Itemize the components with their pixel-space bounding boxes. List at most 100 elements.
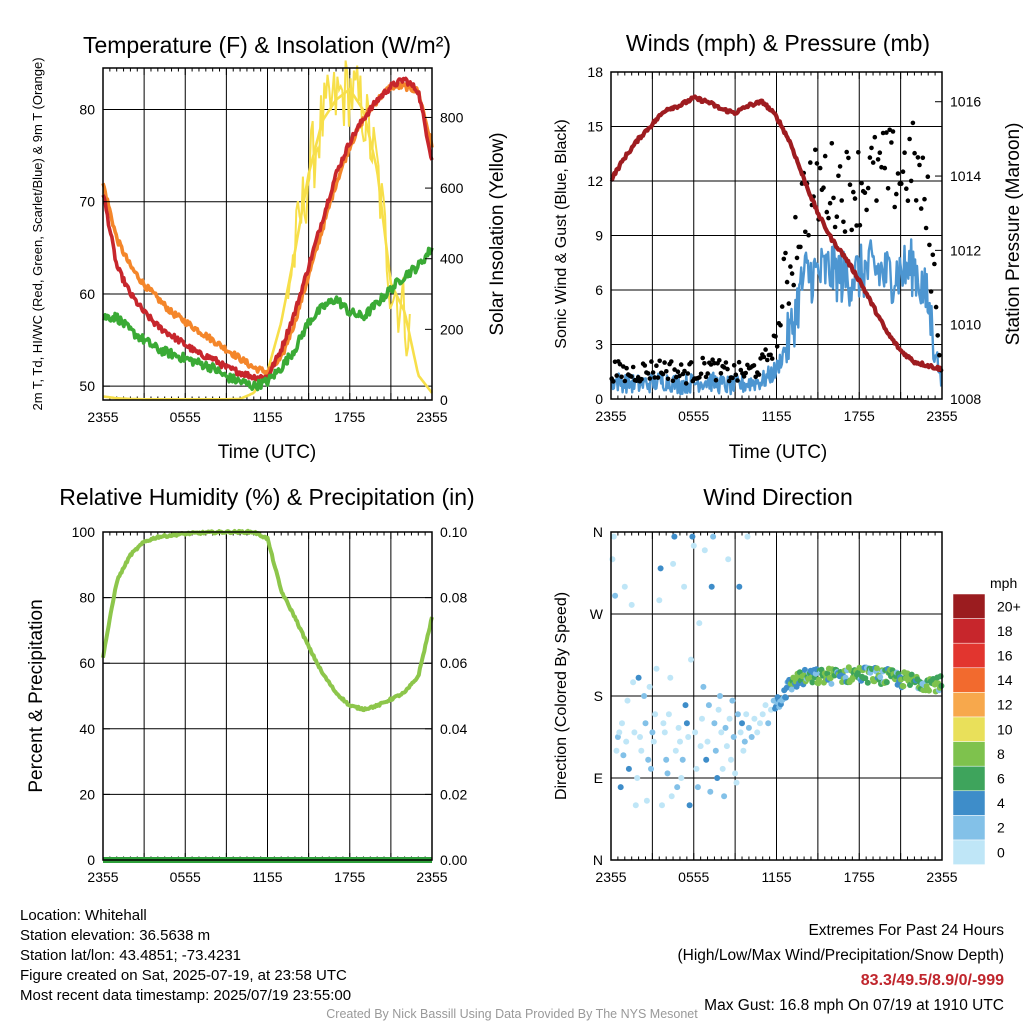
gust-point [864,207,869,213]
direction-point [613,747,620,754]
gust-point [784,279,790,285]
gust-point [773,334,778,339]
gust-point [912,150,917,156]
gust-point [723,360,729,365]
gust-point [900,169,906,174]
direction-points [609,533,945,809]
sonic-wind-line [609,238,943,396]
gust-point [849,227,854,233]
direction-point [873,665,880,672]
gust-point [672,367,677,372]
gust-point [781,256,787,262]
gust-point [639,376,644,382]
solar-insolation-variability [287,60,411,357]
colorbar-swatch [952,839,986,865]
temperature-y-axis-label: 2m T, Td, HI/WC (Red, Green, Scarlet/Blu… [30,57,45,410]
max-gust: Max Gust: 16.8 mph On 07/19 at 1910 UTC [704,997,1004,1014]
direction-point [694,784,701,791]
direction-point [692,729,699,736]
gust-point [905,198,911,203]
pressure-y-tick-label: 1012 [950,242,981,258]
gust-point [844,149,849,155]
direction-point [704,738,711,745]
direction-point [688,656,694,663]
gust-point [846,155,851,161]
dewpoint-line [102,246,434,392]
direction-point [718,729,725,736]
direction-point [635,674,642,681]
direction-point [862,675,869,682]
gust-point [756,372,762,377]
gust-point [817,165,823,171]
gust-point [907,136,912,142]
gust-point [736,359,742,365]
direction-point [721,793,728,800]
gust-point [892,204,897,210]
direction-point [788,686,795,693]
direction-point [634,775,641,781]
direction-point [617,784,624,791]
direction-point [759,711,766,718]
gust-point [788,264,793,269]
gust-point [821,185,826,190]
direction-point [657,565,664,572]
direction-point [643,797,650,804]
gust-point [899,181,904,186]
gust-point [761,354,767,360]
gust-point [806,232,811,238]
wind-y-tick-label: 15 [587,119,603,135]
gust-point [670,378,676,384]
colorbar-title: mph [990,575,1017,591]
direction-point [877,674,884,680]
credit-line: Created By Nick Bassill Using Data Provi… [326,1007,698,1021]
direction-point [725,556,732,563]
direction-y-tick-label: E [594,770,603,786]
direction-point [697,743,704,750]
precip-y-tick-label: 0.06 [440,655,467,671]
direction-point [762,702,769,709]
direction-point [733,779,740,786]
colorbar-label: 16 [997,648,1013,664]
pressure-y-tick-label: 1010 [950,317,981,333]
x-tick-label: 1755 [334,869,365,885]
gust-point [611,379,616,384]
gust-point [753,374,758,380]
direction-point [745,724,752,731]
gust-point [932,261,937,267]
direction-point [632,802,639,809]
x-tick-label: 1155 [252,409,282,425]
direction-point [678,775,685,781]
gust-point [786,301,792,306]
direction-point [672,747,679,754]
x-tick-label: 2355 [595,869,626,885]
x-tick-label: 2355 [926,869,957,885]
gust-point [779,304,785,309]
station-info: Location: Whitehall Station elevation: 3… [20,906,351,1006]
direction-point [708,583,715,590]
gust-point [655,375,661,380]
extremes-title: Extremes For Past 24 Hours [808,922,1004,939]
gust-point [698,371,704,377]
direction-point [828,680,835,687]
direction-point [722,724,729,731]
temperature-chart-title: Temperature (F) & Insolation (W/m²) [83,32,451,58]
gust-point [910,120,916,126]
colorbar-label: 20+ [997,598,1021,614]
gust-point [769,356,775,361]
gust-point [808,160,813,165]
gust-point [937,352,942,358]
gust-point [710,357,715,363]
insolation-y-tick-label: 600 [440,180,464,196]
x-tick-label: 0555 [678,408,709,424]
gust-point [649,359,654,364]
direction-point [701,547,708,554]
direction-y-tick-label: S [594,688,603,704]
humidity-y-tick-label: 60 [79,655,95,671]
winds-x-axis-label: Time (UTC) [729,442,828,463]
gust-point [857,222,863,228]
gust-point [713,377,719,383]
humidity-chart: Relative Humidity (%) & Precipitation (i… [26,484,475,885]
gust-point [851,189,856,195]
temperature-y-tick-label: 60 [79,286,95,302]
